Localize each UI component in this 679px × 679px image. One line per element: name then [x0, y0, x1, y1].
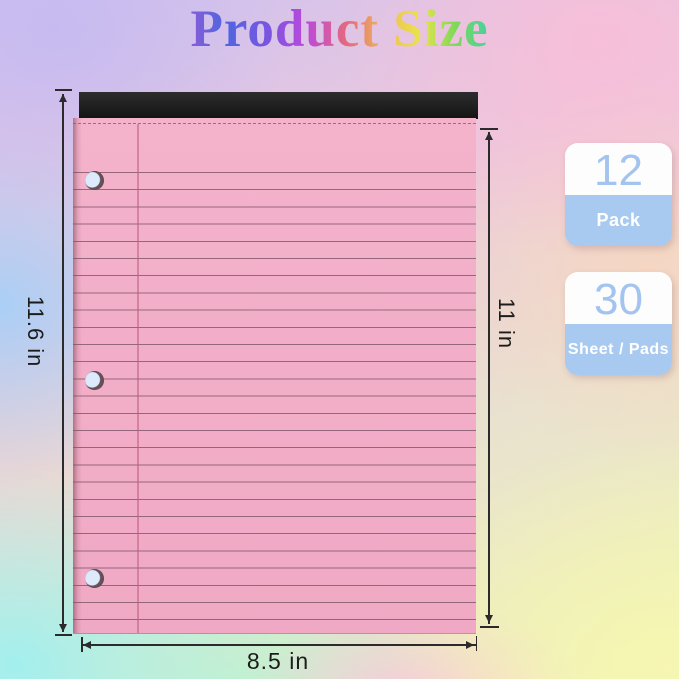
- badge-sheet-count-label: Sheet / Pads: [565, 324, 672, 375]
- badge-sheet-count-value: 30: [565, 272, 672, 324]
- perforation-line: [73, 123, 476, 124]
- ruled-lines: [73, 172, 476, 633]
- page-title: Product Size: [0, 1, 679, 58]
- dimension-cap: [475, 636, 477, 651]
- badge-pack-count-label: Pack: [565, 195, 672, 246]
- punch-hole-middle: [85, 371, 104, 390]
- margin-line: [137, 124, 139, 633]
- dimension-cap: [480, 626, 499, 628]
- dim-label-total-height: 11.6 in: [23, 296, 48, 368]
- notepad-binding-strip: [79, 92, 478, 119]
- punch-hole-bottom: [85, 569, 104, 588]
- arrow-left-icon: [83, 640, 91, 649]
- arrow-down-icon: [58, 624, 67, 632]
- arrow-up-icon: [58, 94, 67, 102]
- dimension-cap: [55, 89, 72, 91]
- dimension-cap: [480, 128, 498, 130]
- dimension-cap: [55, 634, 72, 636]
- arrow-right-icon: [466, 640, 474, 649]
- dimension-line-width: [82, 644, 476, 646]
- badge-pack-count-value: 12: [565, 143, 672, 195]
- badge-sheet-count: 30 Sheet / Pads: [565, 272, 672, 375]
- dim-label-width: 8.5 in: [246, 648, 310, 674]
- dim-label-sheet-height: 11 in: [494, 298, 519, 350]
- punch-hole-top: [85, 171, 104, 190]
- notepad-paper: [73, 118, 476, 633]
- arrow-up-icon: [484, 132, 493, 140]
- arrow-down-icon: [484, 615, 493, 623]
- dimension-cap: [81, 637, 83, 652]
- dimension-line-total-height: [62, 94, 64, 632]
- badge-pack-count: 12 Pack: [565, 143, 672, 246]
- dimension-line-sheet-height: [488, 132, 490, 624]
